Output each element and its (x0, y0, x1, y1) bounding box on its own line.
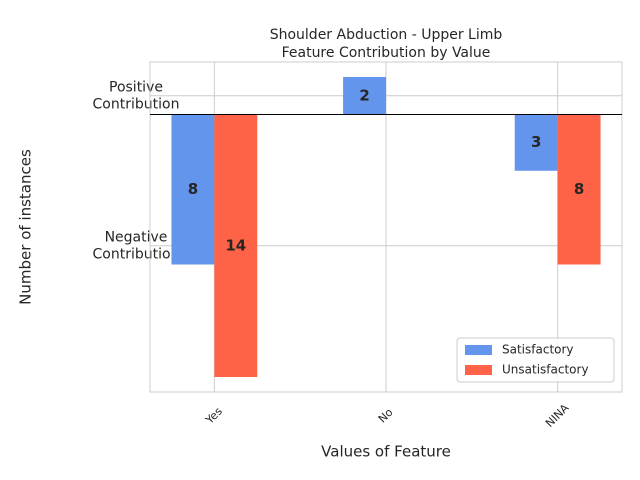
plot-frame (149, 61, 623, 393)
data-label: 3 (531, 133, 541, 151)
y-axis-label: Number of instances (17, 149, 35, 305)
bar (343, 77, 386, 115)
bar (171, 114, 215, 265)
y-tick-label: Negative Contribution (93, 229, 180, 262)
legend-label: Unsatisfactory (502, 363, 589, 377)
legend-box (456, 337, 615, 383)
legend-label: Satisfactory (502, 343, 574, 357)
legend-swatch (465, 345, 492, 355)
x-tick-label: Yes (202, 405, 225, 428)
data-label: 2 (359, 86, 369, 104)
x-tick-label: NINA (543, 401, 572, 430)
chart-title: Shoulder Abduction - Upper Limb Feature C… (270, 27, 503, 61)
x-axis-label: Values of Feature (321, 443, 451, 461)
bar (514, 114, 558, 171)
bar (214, 114, 258, 377)
y-tick-label: Positive Contribution (93, 79, 180, 112)
data-label: 8 (574, 180, 584, 198)
legend-swatch (465, 365, 492, 375)
bar (557, 114, 601, 265)
x-tick-label: No (376, 406, 396, 426)
data-label: 8 (188, 180, 198, 198)
data-label: 14 (225, 236, 246, 254)
